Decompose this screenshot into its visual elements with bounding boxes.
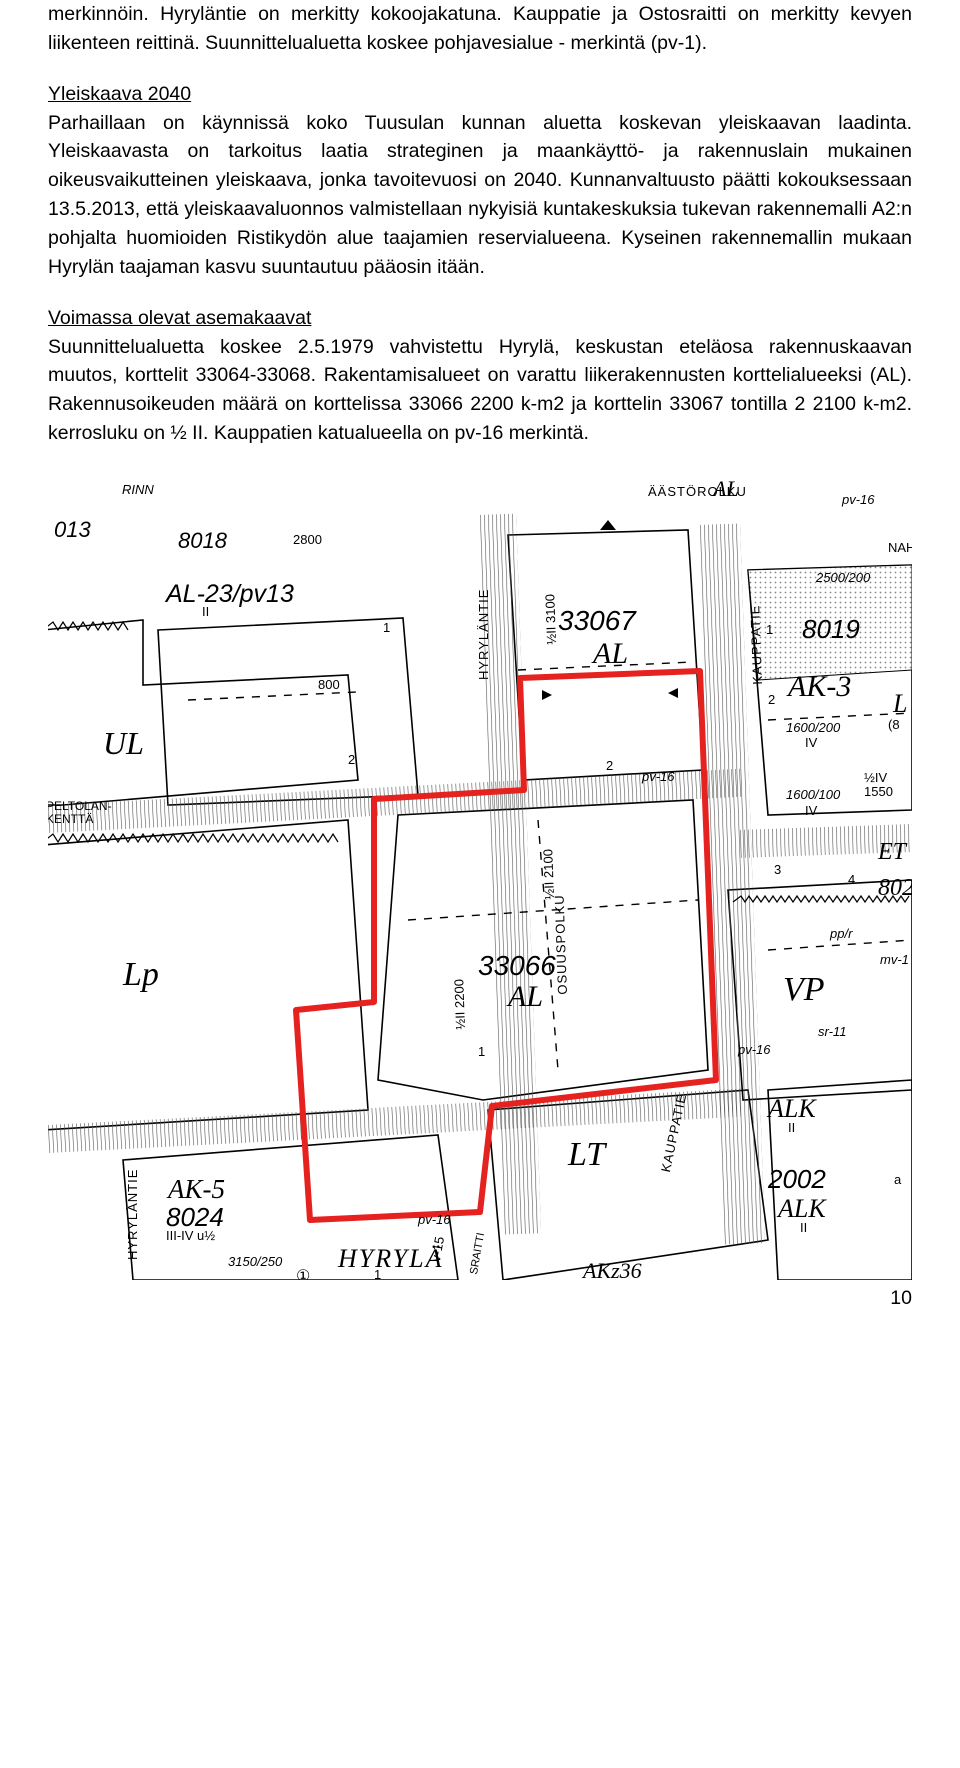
paragraph-asemakaavat-body: Suunnittelualuetta koskee 2.5.1979 vahvi… — [48, 336, 912, 445]
paragraph-yleiskaava-body: Parhaillaan on käynnissä koko Tuusulan k… — [48, 112, 912, 278]
heading-yleiskaava: Yleiskaava 2040 — [48, 83, 191, 105]
heading-asemakaavat: Voimassa olevat asemakaavat — [48, 307, 311, 329]
zoning-map-svg — [48, 470, 912, 1280]
paragraph-yleiskaava: Yleiskaava 2040 Parhaillaan on käynnissä… — [48, 80, 912, 282]
page-number: 10 — [48, 1284, 912, 1313]
paragraph-intro: merkinnöin. Hyryläntie on merkitty kokoo… — [48, 0, 912, 58]
paragraph-asemakaavat: Voimassa olevat asemakaavat Suunnittelua… — [48, 304, 912, 448]
zoning-map-figure: 013 RINN 8018 2800 AL-23/pv13 II 800 1 U… — [48, 470, 912, 1280]
